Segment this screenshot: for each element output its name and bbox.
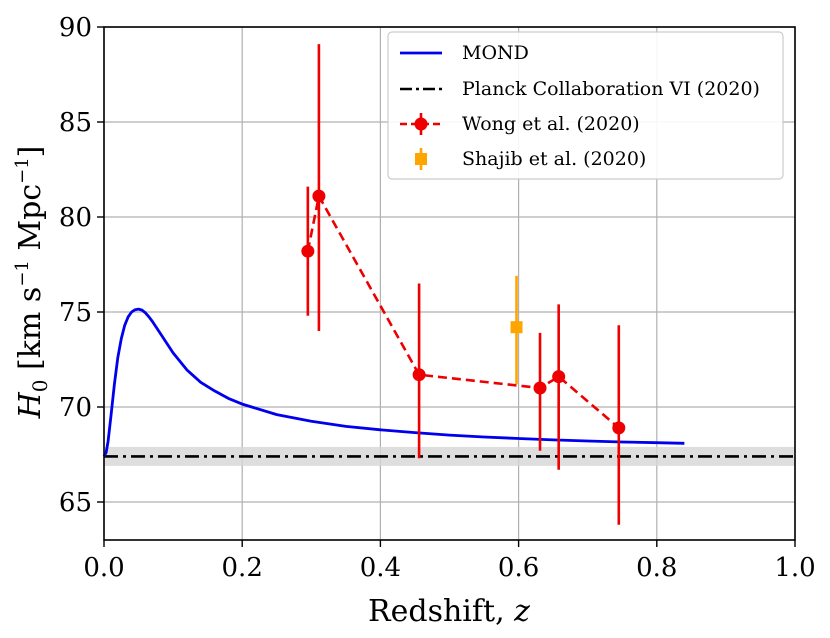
y-tick-label: 80 bbox=[59, 203, 92, 233]
y-tick-label: 90 bbox=[59, 13, 92, 43]
wong-data-point bbox=[612, 421, 626, 435]
x-tick-label: 0.2 bbox=[222, 553, 263, 583]
x-tick-label: 1.0 bbox=[774, 553, 815, 583]
wong-dashed-line bbox=[306, 192, 620, 429]
y-axis-label: H0 [km s−1 Mpc−1] bbox=[12, 146, 52, 420]
x-tick-label: 0.4 bbox=[360, 553, 401, 583]
x-tick-label: 0.6 bbox=[498, 553, 539, 583]
y-tick-label: 65 bbox=[59, 488, 92, 518]
legend-label-mond: MOND bbox=[462, 42, 529, 64]
wong-data-point bbox=[312, 189, 326, 203]
legend-label-planck: Planck Collaboration VI (2020) bbox=[462, 78, 760, 100]
wong-data-point bbox=[533, 381, 547, 395]
plot-frame bbox=[103, 26, 796, 541]
legend-label-wong: Wong et al. (2020) bbox=[462, 113, 640, 135]
legend-symbol-wong-marker bbox=[414, 117, 428, 131]
wong-data-point bbox=[301, 244, 315, 258]
legend-box bbox=[387, 31, 784, 180]
shajib-data-point bbox=[510, 321, 523, 334]
mond-curve bbox=[102, 307, 685, 458]
legend-label-shajib: Shajib et al. (2020) bbox=[462, 148, 646, 170]
ticks: 0.0 0.2 0.4 0.6 0.8 1.0 65 70 75 80 85 90 bbox=[59, 13, 816, 583]
legend-symbol-shajib-marker bbox=[415, 153, 427, 165]
y-tick-label: 85 bbox=[59, 108, 92, 138]
series-layer bbox=[102, 44, 795, 525]
y-tick-label: 75 bbox=[59, 298, 92, 328]
x-tick-label: 0.0 bbox=[83, 553, 124, 583]
x-tick-label: 0.8 bbox=[636, 553, 677, 583]
x-axis-label: Redshift, z bbox=[368, 594, 530, 629]
wong-data-point bbox=[412, 368, 426, 382]
y-tick-label: 70 bbox=[59, 393, 92, 423]
wong-data-point bbox=[552, 370, 566, 384]
legend: MOND Planck Collaboration VI (2020) Wong… bbox=[387, 31, 784, 180]
